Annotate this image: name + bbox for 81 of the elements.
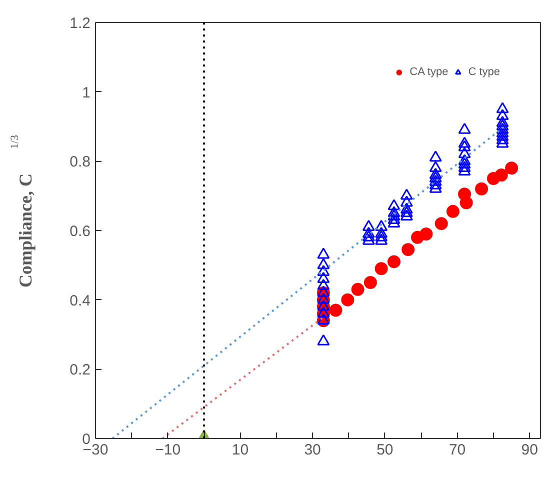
point — [460, 196, 473, 210]
point — [496, 133, 509, 144]
y-tick-label: 0.4 — [70, 292, 91, 310]
point — [362, 220, 375, 231]
point — [317, 286, 330, 297]
point — [434, 217, 448, 230]
point — [429, 168, 442, 179]
point — [362, 234, 375, 245]
point — [429, 178, 442, 190]
y-tick-label: 0.6 — [70, 223, 91, 240]
point — [375, 234, 388, 245]
point — [446, 204, 460, 218]
point — [317, 278, 330, 290]
point — [362, 230, 375, 242]
point — [458, 136, 471, 148]
point — [364, 276, 377, 289]
x-tick-label: 50 — [376, 442, 394, 458]
point — [429, 171, 442, 182]
point — [429, 161, 442, 172]
point — [458, 154, 471, 166]
point — [496, 126, 509, 138]
point — [496, 116, 509, 127]
point — [388, 210, 400, 221]
point — [317, 300, 330, 311]
point — [496, 130, 509, 141]
point — [458, 122, 471, 134]
point — [400, 210, 413, 221]
point — [429, 174, 442, 186]
point — [388, 206, 400, 218]
point — [317, 248, 330, 259]
point — [317, 272, 330, 283]
point — [317, 314, 330, 325]
point — [496, 102, 509, 114]
point — [388, 199, 400, 210]
point — [475, 182, 488, 196]
point — [420, 227, 433, 240]
point — [375, 230, 388, 242]
point — [317, 334, 330, 346]
x-tick-label: 30 — [304, 442, 321, 458]
point — [375, 226, 388, 238]
point — [317, 258, 330, 270]
point — [496, 119, 509, 130]
point — [496, 136, 509, 148]
point — [317, 306, 330, 318]
y-tick-label: 0.8 — [70, 154, 91, 171]
point — [429, 182, 442, 193]
point — [496, 109, 509, 120]
point — [317, 292, 330, 304]
point — [351, 282, 364, 296]
point — [375, 220, 388, 231]
point — [400, 196, 413, 207]
point — [458, 140, 471, 152]
y-tick-label: 0.2 — [70, 362, 91, 379]
legend-label: C type — [468, 66, 500, 78]
point — [458, 161, 471, 172]
point — [388, 216, 400, 228]
point — [458, 158, 471, 169]
point — [387, 255, 400, 268]
point — [341, 293, 354, 306]
x-tick-label: 70 — [448, 442, 466, 458]
point — [400, 188, 413, 200]
point — [402, 243, 415, 256]
point — [458, 147, 471, 158]
text: Compliance, C1/3 — [9, 134, 36, 288]
point — [400, 202, 413, 214]
point — [496, 122, 509, 134]
point — [429, 150, 442, 162]
y-tick-label: 0 — [82, 431, 90, 448]
point — [400, 206, 413, 218]
point — [329, 304, 342, 317]
point — [374, 262, 388, 276]
legend-label: CA type — [410, 66, 448, 78]
point — [317, 265, 330, 276]
y-tick-label: 1 — [82, 84, 90, 102]
y-tick-label: 1.2 — [70, 15, 91, 32]
x-tick-label: 10 — [232, 442, 249, 458]
x-tick-label: −10 — [155, 442, 181, 458]
point — [458, 164, 471, 176]
point — [362, 226, 375, 238]
x-tick-label: 90 — [521, 442, 538, 458]
point — [388, 213, 400, 224]
